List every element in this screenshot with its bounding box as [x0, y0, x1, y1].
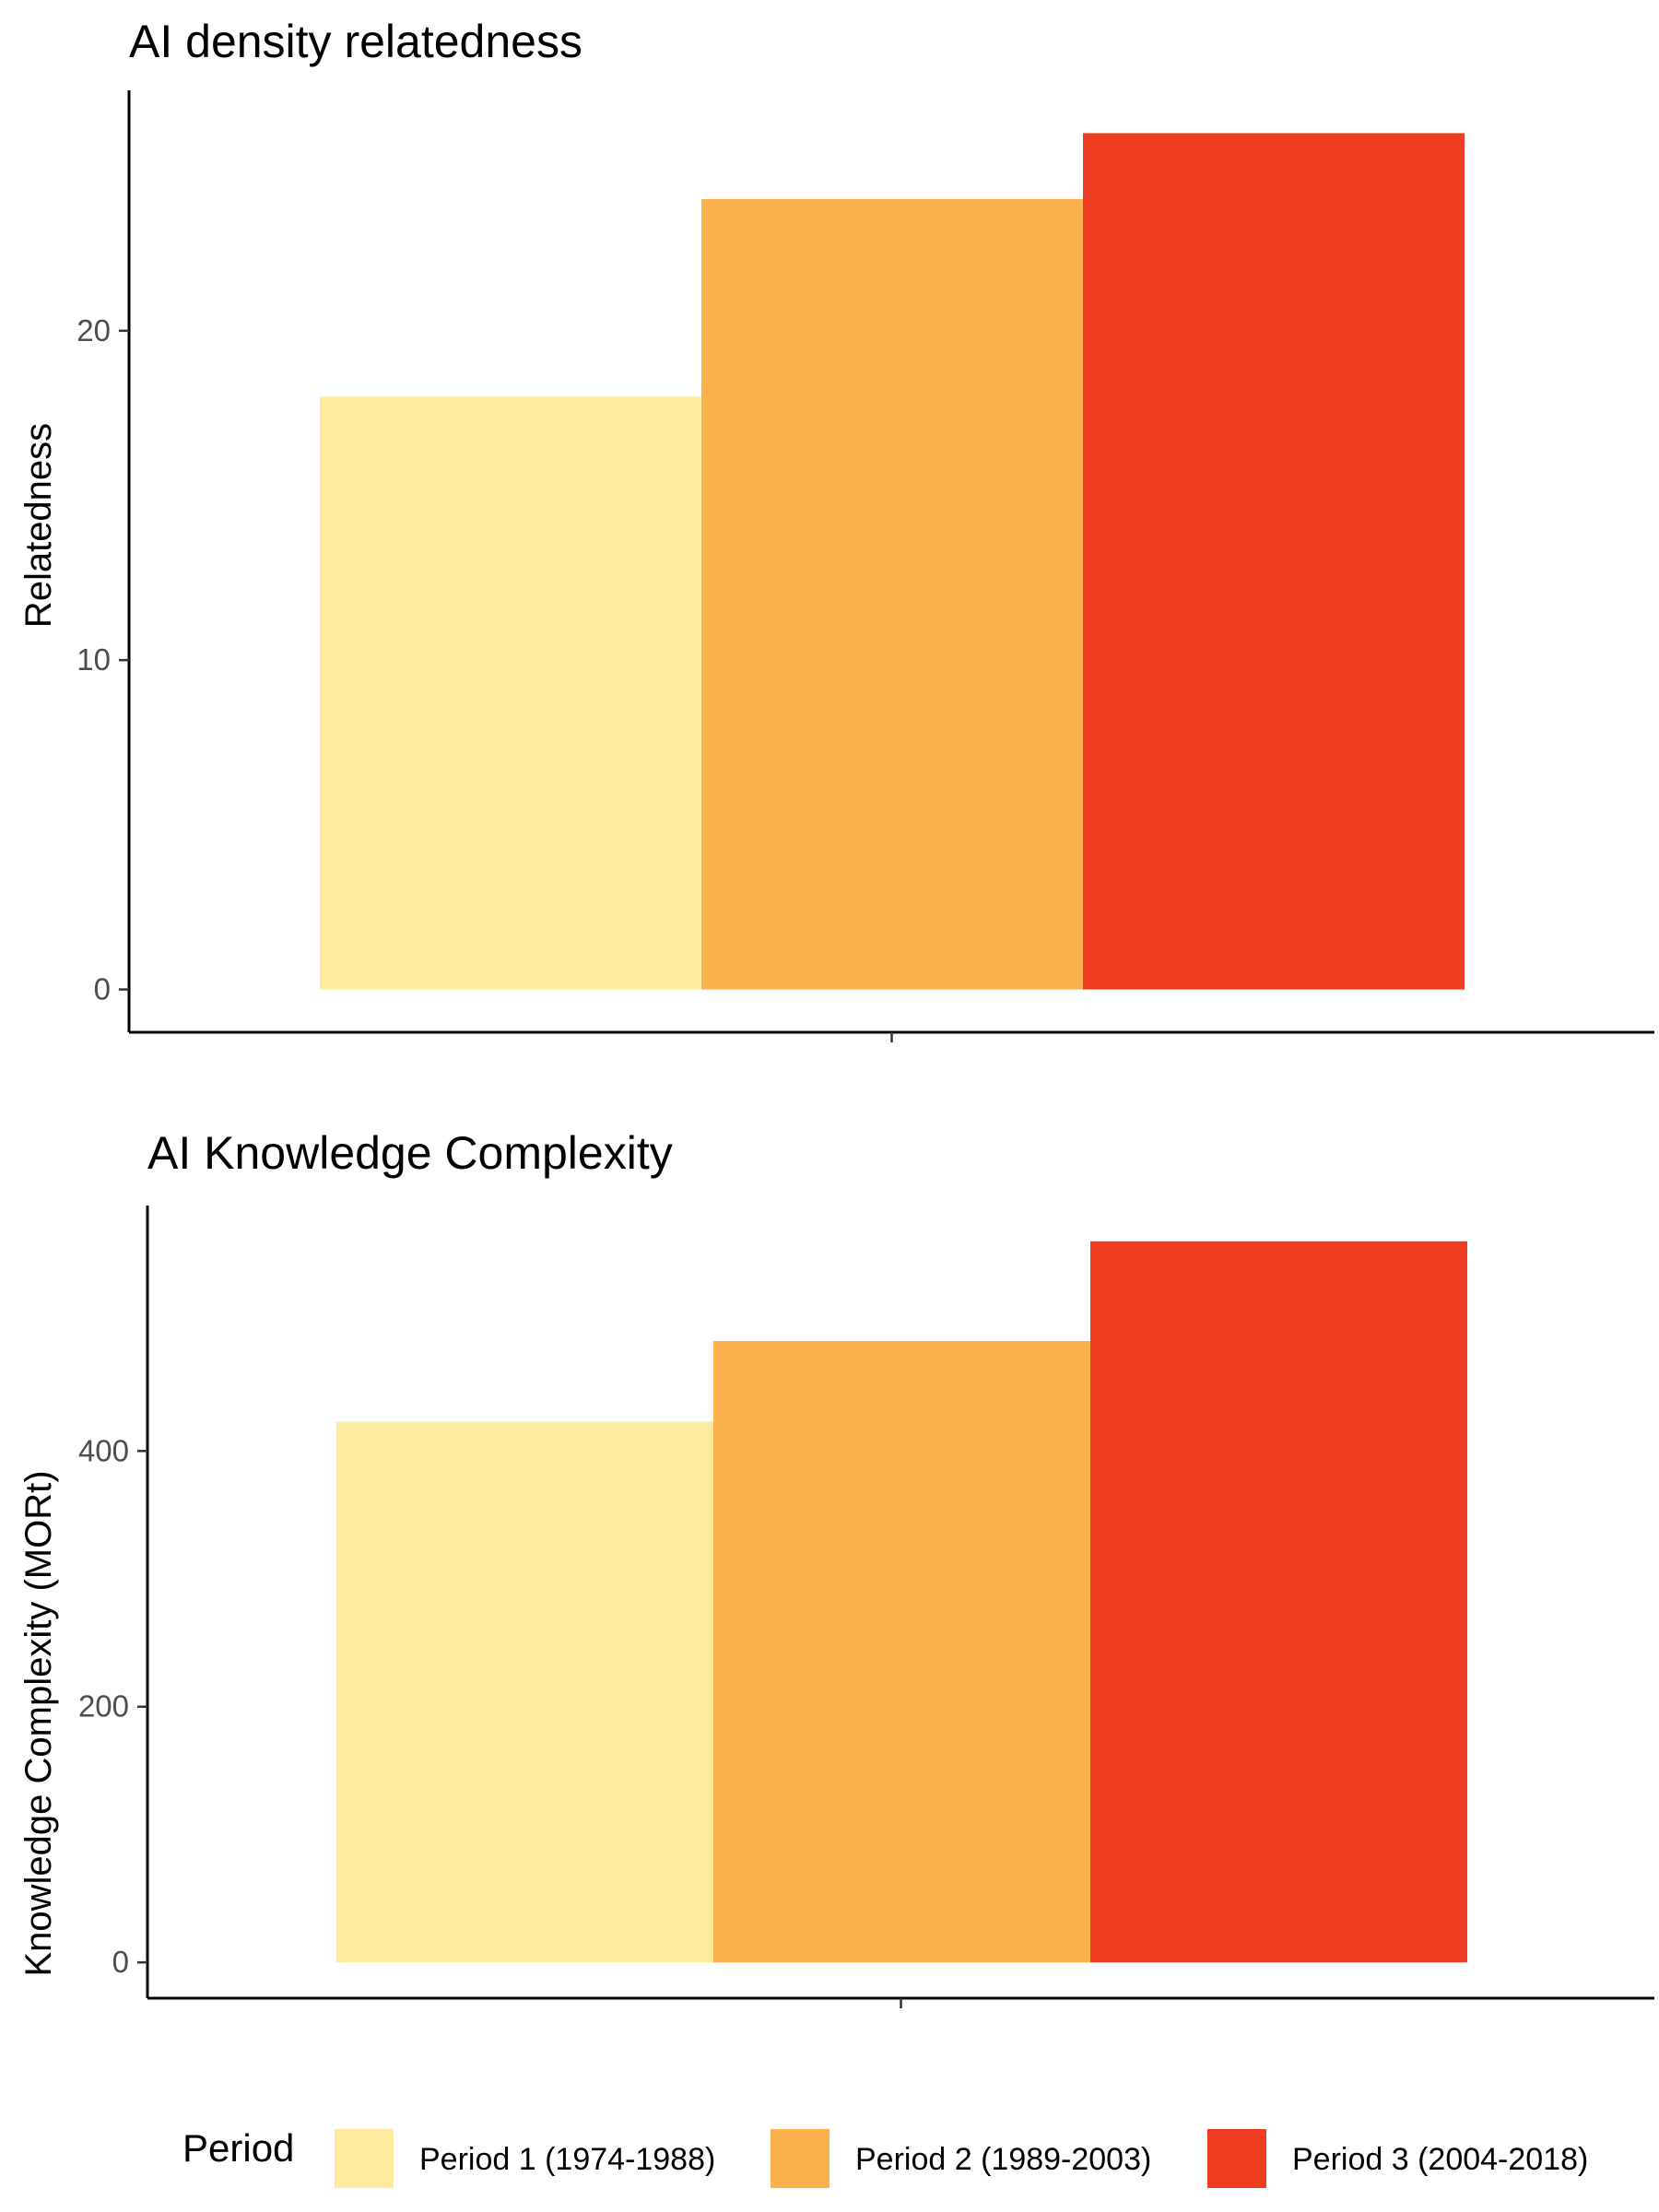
bars [336, 1241, 1467, 1963]
legend-label-period-2: Period 2 (1989-2003) [855, 2142, 1151, 2177]
y-tick-label: 0 [94, 972, 111, 1006]
relatedness-panel: AI density relatedness Relatedness 0 10 20 [18, 16, 1654, 1042]
y-axis-label: Knowledge Complexity (MORt) [18, 1470, 59, 1976]
legend-items: Period 1 (1974-1988) Period 2 (1989-2003)… [335, 2129, 1588, 2188]
y-tick-label: 0 [112, 1945, 129, 1979]
legend-label-period-3: Period 3 (2004-2018) [1292, 2142, 1588, 2177]
bar-period-3 [1083, 133, 1465, 990]
y-tick-label: 10 [76, 642, 111, 677]
legend: Period Period 1 (1974-1988) Period 2 (198… [182, 2126, 1588, 2188]
axes [146, 1206, 1654, 2008]
legend-swatch-period-3 [1207, 2129, 1266, 2188]
y-tick-label: 20 [76, 313, 111, 347]
legend-title: Period [182, 2126, 294, 2170]
bar-period-2 [713, 1341, 1090, 1963]
legend-label-period-1: Period 1 (1974-1988) [419, 2142, 715, 2177]
chart-title: AI density relatedness [129, 16, 582, 67]
bar-period-1 [320, 396, 701, 990]
y-ticks: 0 200 400 [78, 1433, 147, 1979]
legend-swatch-period-2 [771, 2129, 830, 2188]
y-axis-label: Relatedness [18, 423, 59, 628]
y-tick-label: 400 [78, 1433, 129, 1467]
bars [320, 133, 1465, 990]
y-ticks: 0 10 20 [76, 313, 129, 1006]
bar-period-3 [1090, 1241, 1467, 1963]
chart-title: AI Knowledge Complexity [147, 1127, 673, 1179]
complexity-panel: AI Knowledge Complexity Knowledge Comple… [18, 1127, 1654, 2008]
legend-swatch-period-1 [335, 2129, 394, 2188]
y-tick-label: 200 [78, 1689, 129, 1724]
bar-period-2 [701, 198, 1083, 990]
bar-period-1 [336, 1421, 713, 1963]
axes [127, 90, 1654, 1042]
